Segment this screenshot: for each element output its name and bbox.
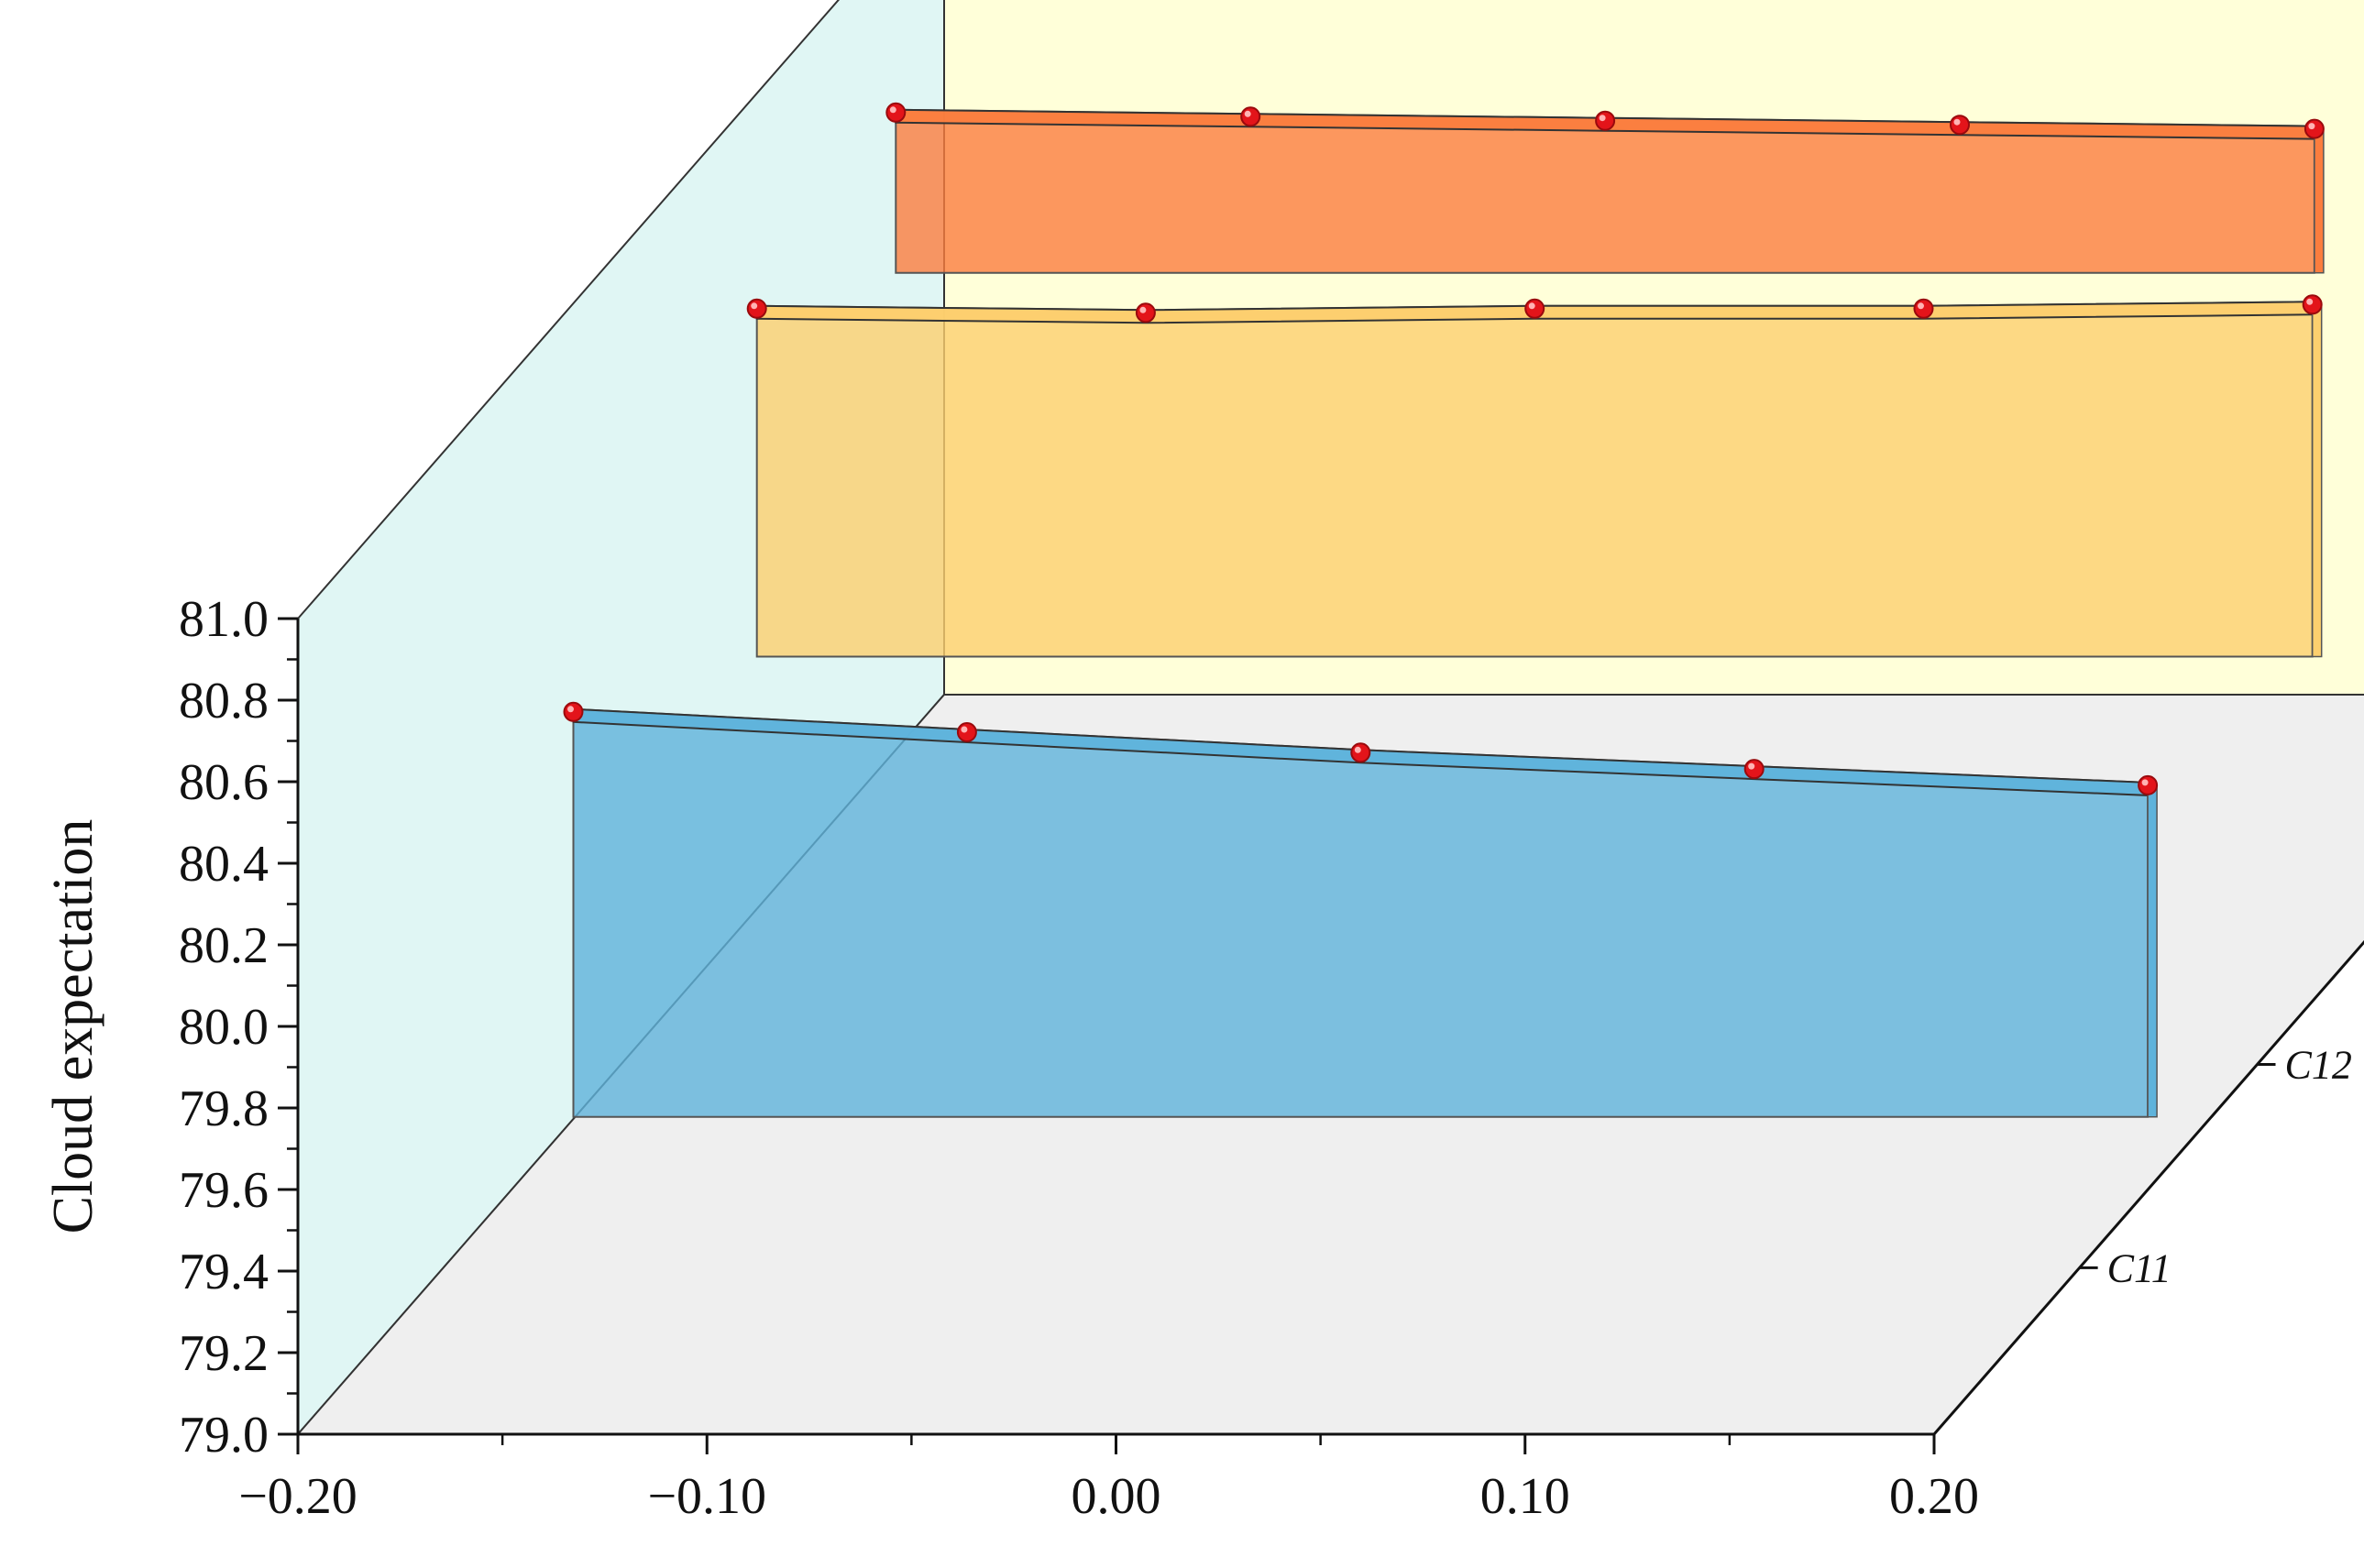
marker-highlight-C13-2 (1244, 110, 1251, 117)
ribbon-face-C12 (755, 301, 2314, 658)
x-tick-label: 0.10 (1480, 1468, 1570, 1525)
ribbon-C13 (885, 102, 2325, 274)
y-tick-label: 79.4 (179, 1244, 269, 1300)
marker-C12-5 (2302, 294, 2323, 315)
marker-C11-3 (1350, 742, 1371, 763)
marker-C12-1 (746, 298, 767, 319)
y-tick-label: 80.6 (179, 754, 269, 811)
chart-axes: 79.0 79.2 79.4 79.6 79.8 80.0 80.2 80.4 80.6 80.8… (179, 591, 2364, 1525)
depth-tick-label: C11 (2107, 1245, 2172, 1290)
marker-C12-3 (1524, 298, 1545, 319)
y-tick-label: 80.4 (179, 836, 269, 893)
marker-highlight-C11-4 (1748, 762, 1755, 770)
depth-tick-label: C12 (2285, 1043, 2352, 1088)
ribbon-C11 (563, 701, 2159, 1118)
y-tick-label: 80.2 (179, 917, 269, 974)
ribbon-edge-C11 (2147, 781, 2158, 1118)
marker-C13-2 (1240, 106, 1261, 127)
marker-C11-1 (563, 701, 584, 722)
marker-highlight-C11-2 (961, 726, 968, 733)
ribbon-edge-C12 (2311, 300, 2323, 658)
marker-highlight-C12-2 (1139, 306, 1147, 313)
marker-highlight-C11-5 (2141, 779, 2149, 786)
marker-highlight-C11-3 (1354, 746, 1361, 753)
marker-highlight-C11-1 (567, 706, 574, 713)
y-tick-label: 80.0 (179, 999, 269, 1056)
ribbon-edge-C13 (2314, 125, 2325, 274)
y-tick-label: 79.6 (179, 1162, 269, 1219)
x-tick-label: 0.20 (1889, 1468, 1979, 1525)
marker-highlight-C13-5 (2308, 123, 2315, 130)
y-tick-label: 79.0 (179, 1407, 269, 1464)
marker-highlight-C12-4 (1918, 302, 1924, 310)
y-tick-label: 81.0 (179, 591, 269, 648)
marker-C13-4 (1950, 115, 1970, 136)
marker-C13-3 (1595, 110, 1616, 131)
marker-highlight-C13-3 (1599, 115, 1606, 122)
marker-C13-1 (885, 102, 907, 123)
ribbon-C12 (746, 294, 2323, 658)
chart-ribbons (563, 102, 2325, 1118)
x-tick-label: −0.20 (238, 1468, 357, 1525)
y-tick-label: 79.2 (179, 1325, 269, 1382)
marker-C12-2 (1135, 302, 1156, 323)
x-tick-label: 0.00 (1072, 1468, 1161, 1525)
y-tick-label: 80.8 (179, 673, 269, 729)
marker-C13-5 (2304, 118, 2325, 139)
x-tick-label: −0.10 (647, 1468, 766, 1525)
y-tick-label: 79.8 (179, 1080, 269, 1137)
marker-highlight-C12-5 (2306, 298, 2314, 305)
marker-C11-5 (2138, 774, 2159, 795)
marker-highlight-C13-1 (889, 106, 896, 114)
marker-C12-4 (1913, 298, 1934, 319)
marker-C11-2 (956, 722, 977, 742)
marker-C11-4 (1743, 759, 1765, 780)
marker-highlight-C12-3 (1528, 302, 1535, 310)
y-axis-title: Cloud expectation (42, 819, 104, 1234)
marker-highlight-C12-1 (751, 302, 758, 310)
marker-highlight-C13-4 (1953, 118, 1961, 126)
